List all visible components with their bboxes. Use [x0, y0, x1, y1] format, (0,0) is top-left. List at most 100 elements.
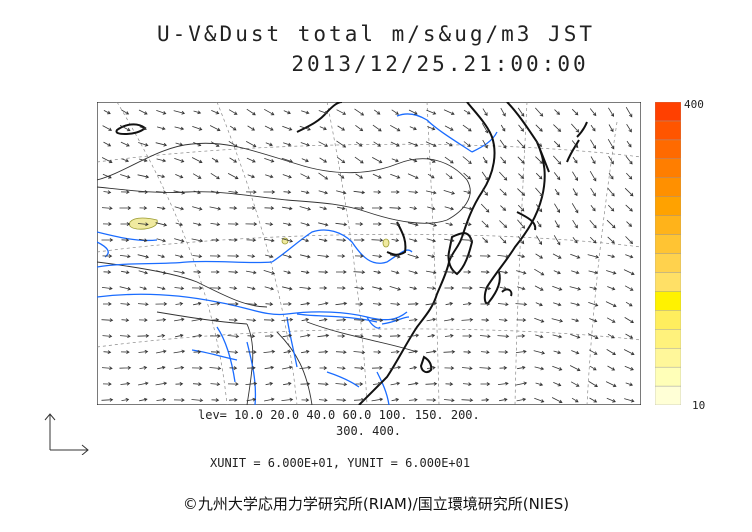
wind-arrow: [588, 349, 598, 355]
levels-line-1: lev= 10.0 20.0 40.0 60.0 100. 150. 200.: [198, 408, 480, 422]
wind-arrow: [317, 382, 329, 387]
wind-arrow: [102, 125, 113, 131]
wind-arrow: [155, 142, 168, 147]
wind-arrow: [372, 173, 382, 179]
wind-arrow: [246, 397, 257, 402]
wind-arrow: [479, 254, 491, 258]
wind-arrow: [264, 206, 275, 210]
wind-arrow: [353, 350, 366, 355]
wind-arrow: [301, 398, 310, 402]
wind-arrow: [193, 270, 202, 274]
wind-arrow: [318, 398, 328, 403]
colorbar-min-label: 10: [692, 399, 706, 412]
wind-dust-map: [97, 102, 641, 405]
wind-arrow: [264, 158, 275, 163]
wind-arrow: [119, 334, 131, 339]
wind-arrow: [445, 301, 454, 306]
wind-arrow: [462, 334, 473, 338]
wind-arrow: [102, 254, 113, 258]
wind-arrow: [209, 286, 222, 290]
wind-arrow: [210, 141, 220, 147]
wind-arrow: [155, 381, 168, 386]
wind-arrow: [265, 142, 273, 147]
colorbar-step: [654, 177, 682, 197]
wind-arrow: [479, 286, 492, 291]
colorbar-step: [654, 385, 682, 406]
wind-arrow: [589, 286, 598, 291]
wind-arrow: [283, 349, 292, 354]
wind-arrow: [101, 157, 113, 164]
wind-arrow: [137, 334, 150, 338]
wind-arrow: [282, 174, 292, 179]
wind-arrow: [157, 365, 166, 370]
wind-arrow: [193, 110, 202, 115]
wind-arrow: [626, 123, 632, 133]
wind-arrow: [263, 270, 276, 275]
wind-arrow: [228, 302, 239, 306]
wind-arrow: [480, 350, 490, 355]
wind-arrow: [103, 110, 111, 115]
wind-arrow: [281, 157, 293, 163]
wind-arrow: [138, 142, 149, 147]
wind-arrow: [337, 334, 346, 338]
wind-arrow: [192, 206, 203, 211]
wind-arrow: [499, 139, 507, 149]
wind-arrow: [535, 334, 544, 339]
wind-arrow: [444, 206, 455, 211]
wind-arrow: [121, 109, 130, 115]
wind-arrow: [317, 333, 330, 338]
wind-arrow: [300, 142, 310, 147]
wind-arrow: [354, 366, 365, 371]
wind-arrow: [175, 174, 184, 179]
wind-arrow: [444, 317, 455, 322]
wind-arrow: [516, 397, 527, 402]
wind-arrow: [427, 126, 436, 131]
wind-arrow: [211, 398, 220, 402]
wind-arrow: [228, 190, 239, 195]
wind-arrow: [192, 382, 202, 386]
wind-arrow: [246, 238, 257, 242]
wind-arrow: [536, 220, 542, 228]
wind-arrow: [319, 157, 328, 163]
wind-arrow: [139, 397, 148, 402]
wind-arrow: [247, 125, 256, 131]
wind-arrow: [264, 334, 274, 338]
wind-arrow: [389, 206, 402, 211]
wind-arrow: [156, 317, 167, 322]
wind-arrow: [426, 398, 437, 402]
wind-arrow: [281, 238, 294, 243]
wind-arrow: [572, 219, 578, 229]
wind-arrow: [426, 286, 436, 291]
wind-arrow: [535, 382, 544, 387]
wind-arrow: [408, 109, 418, 115]
colorbar-step: [654, 139, 682, 160]
wind-arrow: [229, 157, 238, 163]
wind-arrow: [265, 222, 274, 226]
wind-arrow: [443, 398, 455, 403]
wind-arrow: [264, 397, 275, 402]
wind-arrow: [515, 381, 528, 386]
wind-arrow: [102, 334, 113, 339]
colorbar-step: [654, 366, 682, 387]
wind-arrow: [246, 141, 257, 148]
wind-arrow: [175, 254, 184, 259]
wind-arrow: [390, 173, 401, 179]
map-frame: [97, 102, 641, 405]
wind-arrow: [625, 155, 633, 165]
wind-arrow: [157, 254, 166, 259]
wind-arrow: [588, 270, 599, 275]
wind-arrow: [624, 187, 634, 197]
wind-arrow: [480, 270, 490, 274]
wind-arrow: [606, 219, 616, 229]
wind-arrow: [517, 156, 525, 164]
wind-arrow: [571, 108, 579, 116]
wind-arrow: [606, 349, 616, 355]
wind-arrow: [192, 173, 202, 179]
wind-arrow: [426, 349, 437, 354]
wind-arrow: [120, 350, 130, 354]
wind-arrow: [175, 142, 184, 147]
wind-arrow: [227, 173, 239, 180]
wind-arrow: [607, 138, 615, 150]
wind-arrow: [462, 206, 473, 211]
wind-arrow: [570, 253, 581, 259]
